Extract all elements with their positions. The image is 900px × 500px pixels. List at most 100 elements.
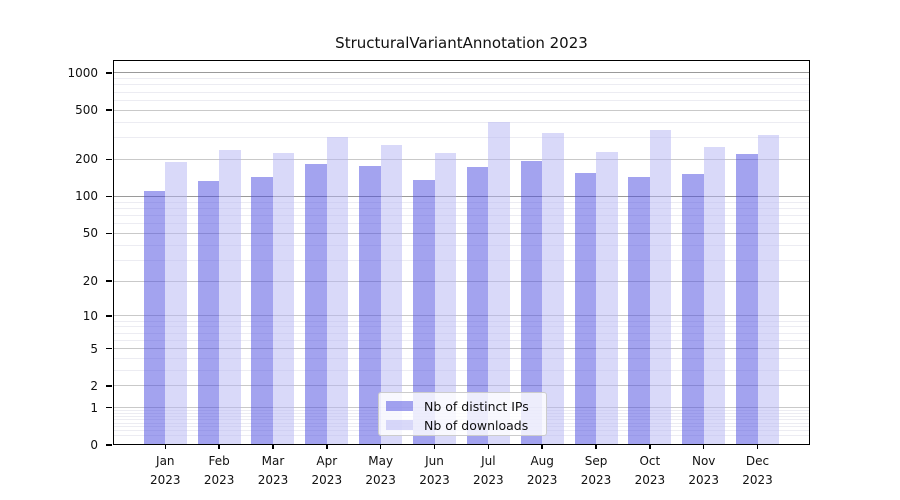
y-tick-10 (106, 315, 112, 317)
x-tick-label-jun: Jun 2023 (419, 454, 450, 487)
y-tick-20 (106, 280, 112, 282)
gridline-700 (113, 91, 810, 93)
plot-area (113, 60, 810, 445)
x-tick-apr (326, 445, 328, 449)
y-tick-label-2: 2 (90, 378, 98, 393)
gridline-70 (113, 214, 810, 216)
y-tick-2 (106, 385, 112, 387)
x-tick-label-dec: Dec 2023 (742, 454, 773, 487)
chart-title: StructuralVariantAnnotation 2023 (335, 34, 588, 52)
x-tick-jan (164, 445, 167, 449)
legend-swatch-distinct-ips-icon (386, 401, 413, 411)
gridline-20 (113, 280, 810, 282)
bar-downloads-dec (757, 134, 780, 445)
gridline-8 (113, 326, 810, 328)
x-tick-label-may: May 2023 (365, 454, 396, 487)
x-tick-label-mar: Mar 2023 (257, 454, 289, 487)
legend: Nb of distinct IPs Nb of downloads (378, 392, 547, 436)
bar-distinct-ips-feb (197, 180, 220, 445)
y-tick-label-500: 500 (75, 103, 98, 118)
y-tick-label-100: 100 (75, 189, 98, 204)
bar-distinct-ips-sep (574, 173, 597, 445)
y-tick-label-0: 0 (90, 438, 98, 452)
x-tick-dec (756, 445, 759, 449)
gridline-2 (113, 385, 810, 387)
x-tick-label-jul: Jul 2023 (473, 454, 504, 487)
bar-downloads-oct (649, 130, 672, 445)
gridline-30 (113, 259, 810, 261)
gridline-500 (113, 109, 810, 111)
gridline-7 (113, 332, 810, 334)
x-tick-label-oct: Oct 2023 (634, 454, 666, 487)
bar-downloads-jun (434, 152, 456, 445)
bar-distinct-ips-mar (251, 176, 273, 445)
gridline-60 (113, 223, 810, 225)
y-tick-label-200: 200 (75, 152, 98, 167)
bar-downloads-mar (272, 153, 295, 445)
x-tick-label-jan: Jan 2023 (150, 454, 181, 487)
legend-label-downloads: Nb of downloads (424, 418, 529, 433)
bar-distinct-ips-nov (682, 174, 704, 445)
gridline-900 (113, 78, 810, 80)
legend-label-distinct-ips: Nb of distinct IPs (424, 399, 529, 414)
y-tick-label-20: 20 (82, 274, 98, 289)
bar-distinct-ips-may (359, 165, 381, 445)
bar-downloads-aug (542, 133, 564, 445)
x-tick-label-aug: Aug 2023 (526, 454, 558, 487)
bar-distinct-ips-apr (305, 164, 327, 445)
bar-distinct-ips-dec (736, 153, 758, 445)
x-tick-label-nov: Nov 2023 (688, 454, 719, 487)
y-tick-0 (106, 444, 112, 446)
y-tick-label-1: 1 (90, 400, 98, 415)
x-tick-label-feb: Feb 2023 (203, 454, 235, 487)
x-tick-label-apr: Apr 2023 (311, 454, 343, 487)
x-axis: Jan 2023 Feb 2023 Mar 2023 Apr 2023 May 2023 Jun 20… (113, 445, 810, 500)
gridline-800 (113, 84, 810, 86)
bar-downloads-apr (326, 136, 349, 445)
bar-distinct-ips-oct (628, 177, 650, 445)
y-tick-500 (106, 109, 112, 111)
y-tick-label-5: 5 (90, 341, 98, 356)
bar-distinct-ips-jun (413, 179, 435, 445)
y-tick-50 (106, 232, 112, 234)
x-tick-sep (595, 445, 597, 449)
legend-item-distinct-ips: Nb of distinct IPs (379, 398, 546, 415)
x-tick-feb (218, 445, 220, 449)
gridline-9 (113, 320, 810, 322)
x-tick-jul (487, 445, 490, 449)
bar-distinct-ips-aug (520, 160, 543, 445)
x-tick-aug (541, 445, 543, 449)
bar-downloads-jan (165, 161, 187, 445)
x-tick-may (379, 445, 382, 449)
bar-downloads-jul (488, 122, 510, 445)
bar-downloads-sep (596, 151, 618, 445)
gridline-200 (113, 158, 810, 160)
legend-swatch-downloads-icon (386, 420, 413, 430)
bar-distinct-ips-jan (143, 190, 166, 445)
gridline-6 (113, 339, 810, 341)
gridline-90 (113, 201, 810, 203)
gridline-100 (113, 195, 810, 197)
gridline-10 (113, 315, 810, 317)
y-tick-label-10: 10 (82, 308, 98, 323)
y-tick-1000 (106, 72, 112, 74)
y-axis: 0 1 2 5 10 20 50 100 200 500 1000 (0, 60, 113, 452)
bar-downloads-nov (703, 147, 726, 445)
gridline-300 (113, 137, 810, 139)
gridline-400 (113, 121, 810, 123)
y-tick-100 (106, 195, 112, 198)
legend-item-downloads: Nb of downloads (379, 417, 546, 434)
x-tick-nov (702, 445, 705, 449)
bar-downloads-may (380, 144, 403, 445)
gridline-3 (113, 369, 810, 371)
bar-distinct-ips-jul (466, 167, 489, 445)
gridline-600 (113, 99, 810, 101)
x-tick-label-sep: Sep 2023 (580, 454, 612, 487)
x-tick-jun (433, 445, 436, 449)
gridline-1000 (113, 72, 810, 74)
y-tick-label-1000: 1000 (67, 65, 98, 80)
y-tick-label-50: 50 (82, 226, 98, 241)
y-tick-200 (106, 158, 112, 161)
gridline-5 (113, 348, 810, 349)
gridline-80 (113, 207, 810, 209)
